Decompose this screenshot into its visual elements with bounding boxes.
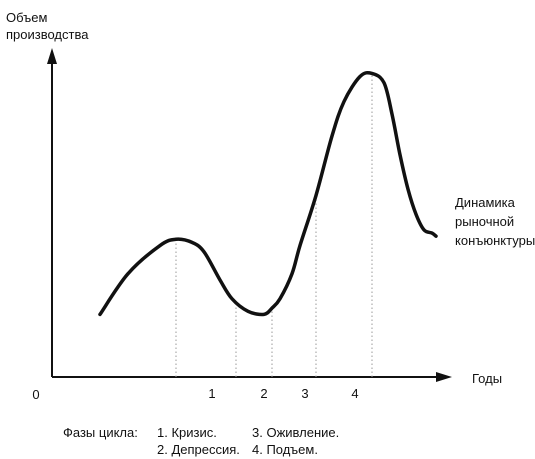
phase-legend-item-4: 4. Подъем. xyxy=(252,442,318,457)
phase-legend-item-1: 1. Кризис. xyxy=(157,425,217,440)
origin-label: 0 xyxy=(32,387,39,402)
phase-number-label: 3 xyxy=(301,386,308,401)
phase-number-label: 1 xyxy=(208,386,215,401)
curve-annotation-label: конъюнктуры xyxy=(455,233,535,248)
x-axis-label: Годы xyxy=(472,371,502,386)
phase-legend-item-3: 3. Оживление. xyxy=(252,425,340,440)
phase-legend-item-2: 2. Депрессия. xyxy=(157,442,240,457)
phases-legend-title: Фазы цикла: xyxy=(63,425,138,440)
curve-annotation-label: Динамика xyxy=(455,195,516,210)
curve-annotation-label: рыночной xyxy=(455,214,514,229)
y-axis-label: производства xyxy=(6,27,89,42)
series-layer xyxy=(98,70,438,317)
labels-layer: 1 2 3 4 0 Объем производства Годы Динамика рыночн… xyxy=(6,10,535,402)
axes xyxy=(47,48,452,382)
y-axis-arrow-icon xyxy=(47,48,57,64)
market-dynamics-curve xyxy=(98,70,438,317)
phase-number-label: 2 xyxy=(260,386,267,401)
y-axis-label: Объем xyxy=(6,10,47,25)
phase-guides xyxy=(175,73,373,377)
phase-number-label: 4 xyxy=(351,386,358,401)
x-axis-arrow-icon xyxy=(436,372,452,382)
